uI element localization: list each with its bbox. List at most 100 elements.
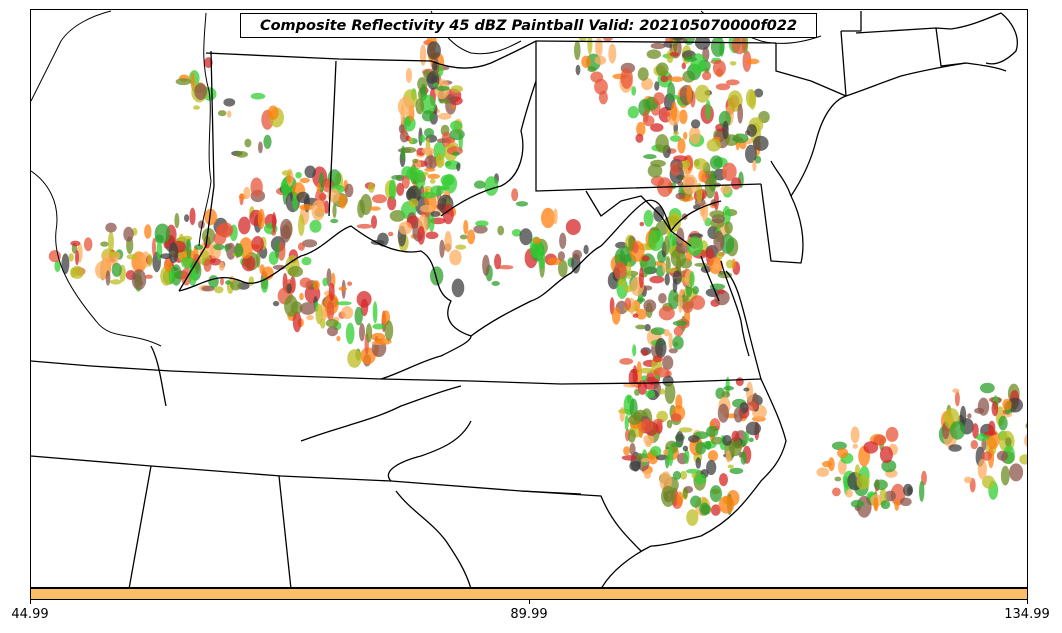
reflectivity-blob	[670, 413, 682, 422]
reflectivity-blob	[873, 434, 887, 446]
reflectivity-blob	[754, 88, 764, 98]
reflectivity-blob	[702, 71, 712, 81]
reflectivity-blob	[271, 230, 277, 236]
reflectivity-blob	[655, 337, 667, 359]
reflectivity-blob	[75, 250, 79, 266]
reflectivity-blob	[707, 450, 719, 462]
reflectivity-blob	[724, 221, 733, 235]
reflectivity-blob	[672, 270, 682, 285]
reflectivity-blob	[710, 504, 721, 516]
reflectivity-blob	[429, 178, 436, 184]
reflectivity-blob	[695, 441, 707, 455]
colorbar-tick	[30, 600, 31, 604]
reflectivity-blob	[466, 229, 476, 245]
reflectivity-blob	[425, 231, 439, 240]
reflectivity-blob	[406, 166, 421, 181]
reflectivity-blob	[679, 109, 688, 125]
reflectivity-blob	[629, 460, 641, 472]
reflectivity-blob	[723, 385, 734, 391]
reflectivity-blob	[627, 429, 636, 443]
reflectivity-blob	[816, 467, 830, 478]
reflectivity-blob	[417, 226, 426, 245]
reflectivity-blob	[714, 263, 720, 270]
reflectivity-blob	[61, 253, 70, 275]
reflectivity-blob	[696, 182, 703, 204]
reflectivity-blob	[419, 134, 426, 143]
reflectivity-blob	[650, 327, 666, 336]
reflectivity-blob	[643, 154, 657, 160]
reflectivity-blob	[633, 411, 642, 421]
reflectivity-blob	[372, 301, 378, 324]
reflectivity-blob	[719, 473, 728, 487]
reflectivity-blob	[408, 198, 419, 208]
reflectivity-blob	[919, 480, 925, 502]
reflectivity-blob	[727, 464, 734, 469]
reflectivity-blob	[884, 490, 896, 502]
reflectivity-blob	[230, 279, 242, 291]
reflectivity-blob	[666, 419, 673, 429]
reflectivity-blob	[694, 84, 711, 103]
reflectivity-blob	[357, 199, 365, 218]
reflectivity-blob	[690, 53, 706, 74]
reflectivity-blob	[459, 234, 468, 240]
reflectivity-blob	[745, 144, 757, 163]
reflectivity-blob	[899, 497, 912, 507]
reflectivity-blob	[644, 324, 651, 332]
reflectivity-blob	[354, 306, 363, 326]
reflectivity-blob	[834, 476, 842, 482]
reflectivity-blob	[370, 332, 386, 341]
reflectivity-blob	[977, 458, 987, 480]
reflectivity-blob	[397, 96, 414, 117]
reflectivity-blob	[1025, 422, 1027, 429]
reflectivity-blob	[144, 224, 152, 239]
reflectivity-blob	[474, 180, 486, 189]
reflectivity-blob	[180, 235, 193, 242]
reflectivity-blob	[690, 495, 702, 508]
reflectivity-blob	[174, 212, 180, 229]
reflectivity-blob	[690, 119, 701, 129]
reflectivity-blob	[626, 261, 632, 280]
reflectivity-blob	[664, 382, 676, 404]
reflectivity-blob	[439, 239, 445, 258]
reflectivity-blob	[728, 437, 742, 457]
reflectivity-blob	[683, 56, 698, 62]
reflectivity-blob	[663, 329, 670, 337]
reflectivity-blob	[451, 104, 456, 109]
reflectivity-blob	[559, 232, 567, 249]
reflectivity-blob	[213, 231, 227, 245]
reflectivity-blob	[123, 226, 134, 242]
reflectivity-blob	[641, 449, 648, 467]
reflectivity-blob	[660, 75, 669, 83]
reflectivity-blob	[338, 194, 347, 209]
reflectivity-blob	[372, 323, 386, 330]
reflectivity-blob	[1007, 397, 1023, 413]
reflectivity-blob	[214, 286, 224, 294]
reflectivity-blob	[658, 306, 675, 321]
reflectivity-blob	[624, 415, 629, 431]
reflectivity-blob	[263, 134, 272, 149]
reflectivity-blob	[286, 283, 292, 294]
reflectivity-blob	[854, 464, 861, 478]
reflectivity-blob	[565, 219, 581, 235]
reflectivity-blob	[689, 271, 695, 288]
reflectivity-blob	[243, 186, 251, 200]
reflectivity-blob	[967, 413, 972, 419]
reflectivity-blob	[694, 473, 707, 485]
reflectivity-blob	[974, 407, 985, 414]
reflectivity-blob	[628, 369, 638, 387]
reflectivity-blob	[667, 82, 676, 101]
reflectivity-blob	[553, 208, 558, 225]
reflectivity-blob	[626, 395, 632, 404]
reflectivity-blob	[873, 497, 879, 512]
reflectivity-blob	[706, 425, 719, 438]
reflectivity-blob	[845, 489, 853, 498]
reflectivity-blob	[686, 509, 699, 526]
reflectivity-blob	[319, 318, 326, 329]
reflectivity-blob	[694, 262, 709, 267]
colorbar-tick	[529, 600, 530, 604]
reflectivity-blob	[420, 94, 436, 115]
reflectivity-blob	[621, 455, 638, 461]
reflectivity-blob	[450, 120, 463, 131]
reflectivity-blob	[981, 451, 992, 461]
reflectivity-blob	[322, 180, 333, 188]
